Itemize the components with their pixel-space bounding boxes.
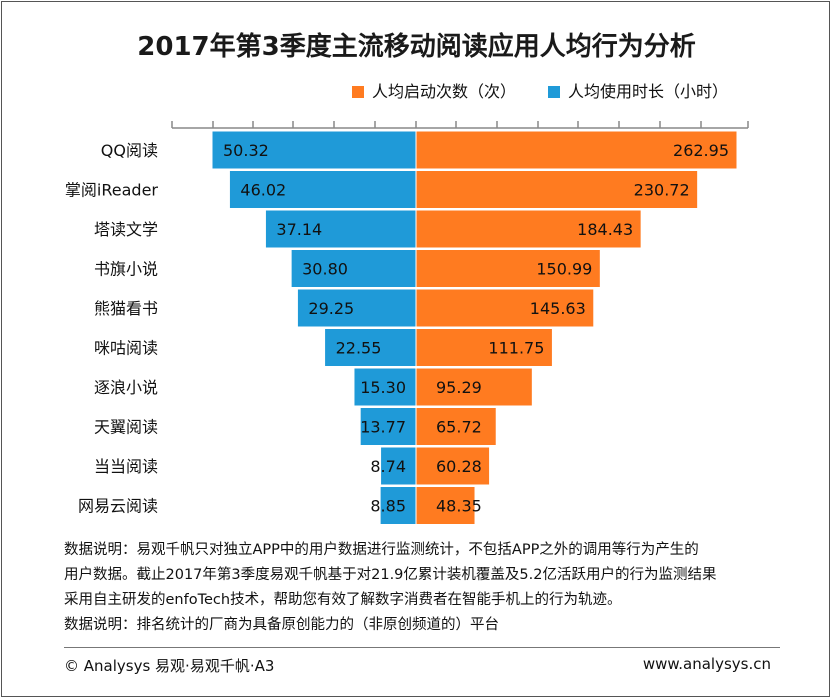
category-label-3: 塔读文学 bbox=[94, 220, 158, 239]
bar-launches-6 bbox=[415, 328, 553, 367]
category-label-7: 逐浪小说 bbox=[94, 378, 158, 397]
category-label-9: 当当阅读 bbox=[94, 457, 158, 476]
bar-duration-2 bbox=[228, 170, 417, 209]
legend-item-duration: 人均使用时长（小时） bbox=[548, 78, 728, 102]
data-label-duration-7: 15.30 bbox=[360, 378, 406, 397]
data-label-duration-4: 30.80 bbox=[302, 260, 348, 279]
data-notes: 数据说明：易观千帆只对独立APP中的用户数据进行监测统计，不包括APP之外的调用… bbox=[64, 538, 794, 638]
bar-launches-8 bbox=[415, 407, 497, 446]
category-label-5: 熊猫看书 bbox=[94, 299, 158, 318]
data-label-duration-3: 37.14 bbox=[276, 220, 322, 239]
data-label-launches-2: 230.72 bbox=[634, 181, 690, 200]
data-label-duration-1: 50.32 bbox=[223, 141, 269, 160]
category-label-8: 天翼阅读 bbox=[94, 418, 158, 437]
bar-launches-5 bbox=[415, 288, 595, 328]
bar-duration-5 bbox=[296, 288, 417, 328]
note-line-2: 用户数据。截止2017年第3季度易观千帆基于对21.9亿累计装机覆盖及5.2亿活… bbox=[64, 567, 717, 583]
category-label-6: 咪咕阅读 bbox=[94, 339, 158, 358]
bar-launches-10 bbox=[415, 486, 476, 525]
bar-launches-3 bbox=[415, 209, 642, 249]
bar-launches-9 bbox=[415, 446, 491, 486]
footer-divider bbox=[64, 647, 780, 648]
bar-launches-7 bbox=[415, 367, 533, 407]
data-label-launches-9: 60.28 bbox=[436, 457, 482, 476]
footer-copyright: © Analysys 易观·易观千帆·A3 bbox=[64, 657, 275, 675]
bar-duration-8 bbox=[359, 407, 417, 446]
bar-launches-2 bbox=[415, 170, 699, 209]
data-label-launches-1: 262.95 bbox=[673, 141, 729, 160]
data-label-launches-5: 145.63 bbox=[530, 299, 586, 318]
data-label-launches-8: 65.72 bbox=[436, 418, 482, 437]
legend-swatch-launches bbox=[352, 86, 364, 98]
note-line-3: 采用自主研发的enfoTech技术，帮助您有效了解数字消费者在智能手机上的行为轨… bbox=[64, 592, 622, 608]
data-label-duration-8: 13.77 bbox=[360, 418, 406, 437]
data-label-launches-3: 184.43 bbox=[577, 220, 633, 239]
bar-duration-9 bbox=[380, 446, 417, 486]
category-label-1: QQ阅读 bbox=[101, 141, 158, 160]
legend-swatch-duration bbox=[548, 86, 560, 98]
data-label-launches-7: 95.29 bbox=[436, 378, 482, 397]
category-label-4: 书旗小说 bbox=[94, 260, 158, 279]
legend-label-launches: 人均启动次数（次） bbox=[372, 82, 517, 101]
data-label-launches-6: 111.75 bbox=[488, 339, 544, 358]
data-label-duration-2: 46.02 bbox=[240, 181, 286, 200]
data-label-duration-10: 8.85 bbox=[370, 497, 406, 516]
data-label-duration-6: 22.55 bbox=[336, 339, 382, 358]
note-line-4: 数据说明：排名统计的厂商为具备原创能力的（非原创频道的）平台 bbox=[64, 617, 499, 633]
data-label-launches-10: 48.35 bbox=[436, 497, 482, 516]
footer-website: www.analysys.cn bbox=[642, 655, 771, 673]
data-label-launches-4: 150.99 bbox=[536, 260, 592, 279]
data-label-duration-9: 8.74 bbox=[370, 457, 406, 476]
note-line-1: 数据说明：易观千帆只对独立APP中的用户数据进行监测统计，不包括APP之外的调用… bbox=[64, 542, 699, 558]
bar-duration-10 bbox=[379, 486, 417, 525]
bar-duration-3 bbox=[264, 209, 417, 249]
legend-item-launches: 人均启动次数（次） bbox=[352, 78, 516, 102]
bar-duration-4 bbox=[290, 249, 417, 288]
bar-duration-6 bbox=[324, 328, 417, 367]
bar-launches-1 bbox=[415, 130, 738, 170]
chart-title: 2017年第3季度主流移动阅读应用人均行为分析 bbox=[137, 32, 696, 62]
data-label-duration-5: 29.25 bbox=[308, 299, 354, 318]
bar-duration-7 bbox=[353, 367, 417, 407]
category-label-10: 网易云阅读 bbox=[78, 497, 158, 516]
bar-launches-4 bbox=[415, 249, 601, 288]
category-label-2: 掌阅iReader bbox=[65, 181, 158, 200]
legend-label-duration: 人均使用时长（小时） bbox=[568, 82, 729, 101]
